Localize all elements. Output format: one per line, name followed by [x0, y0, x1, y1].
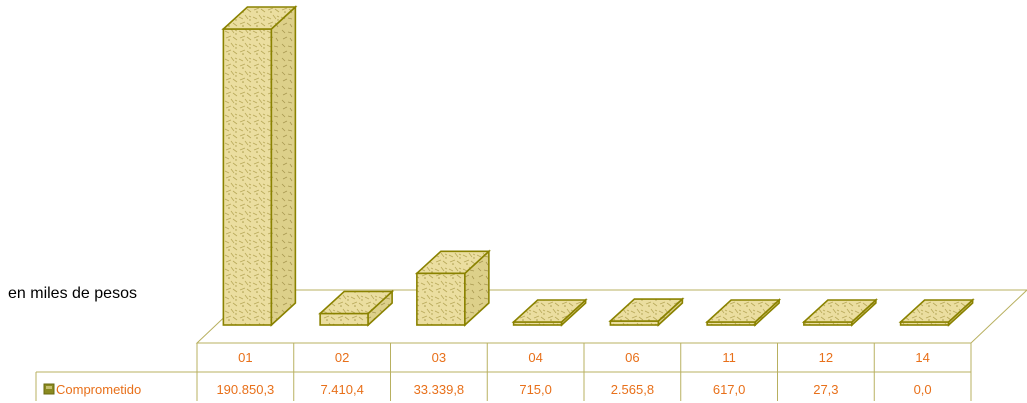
category-label: 03	[432, 350, 446, 365]
category-label: 14	[915, 350, 929, 365]
y-axis-label: en miles de pesos	[8, 285, 137, 302]
data-label: 7.410,4	[320, 382, 363, 397]
data-table: Comprometido 01 190.850,3 02 7.410,4 03 33.33…	[35, 343, 972, 401]
bar-top	[221, 6, 298, 30]
bar-front	[319, 312, 369, 326]
bar-04	[511, 298, 588, 327]
category-label: 06	[625, 350, 639, 365]
bar-side	[270, 5, 297, 327]
data-label: 617,0	[713, 382, 746, 397]
bar-front	[222, 28, 273, 326]
bar-top	[608, 298, 685, 322]
bar-06	[608, 297, 685, 327]
legend-series-name: Comprometido	[56, 382, 141, 397]
category-label: 04	[528, 350, 542, 365]
data-label: 2.565,8	[611, 382, 654, 397]
category-label: 11	[722, 350, 736, 365]
bar-top	[511, 299, 588, 323]
bar-03	[414, 249, 491, 327]
bar-top	[801, 299, 878, 323]
bar-top	[705, 299, 782, 323]
bar-top	[414, 250, 491, 275]
data-label: 190.850,3	[216, 382, 274, 397]
data-label: 27,3	[813, 382, 838, 397]
category-label: 01	[238, 350, 252, 365]
bar-01	[221, 5, 298, 327]
category-label: 02	[335, 350, 349, 365]
data-label: 715,0	[519, 382, 552, 397]
bar-11	[705, 298, 782, 327]
bar-top	[318, 290, 395, 315]
data-label: 33.339,8	[414, 382, 465, 397]
data-label: 0,0	[914, 382, 932, 397]
bar-02	[318, 289, 395, 327]
bars-group	[221, 5, 975, 327]
bar-14	[898, 298, 975, 327]
bar-front	[416, 272, 466, 326]
bar-top	[898, 299, 975, 323]
category-label: 12	[819, 350, 833, 365]
bar-12	[801, 298, 878, 327]
